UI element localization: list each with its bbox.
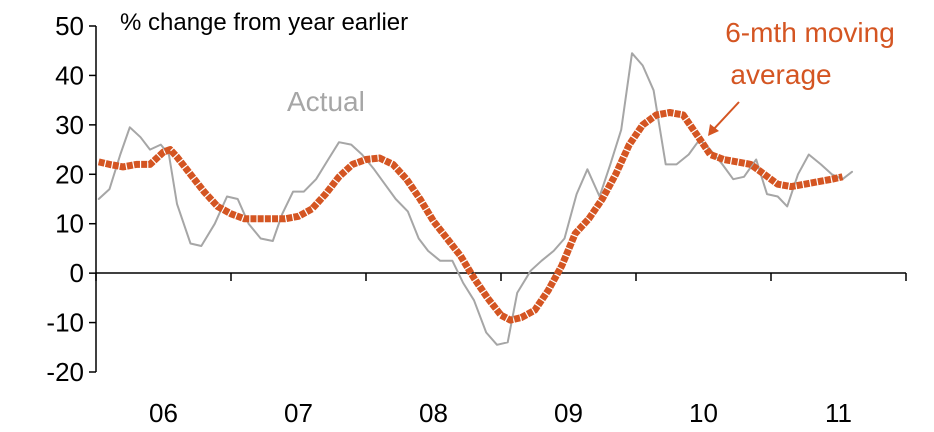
y-tick-label: 20 bbox=[55, 159, 84, 189]
annotation-moving-average-line2: average bbox=[730, 59, 831, 90]
x-tick-label: 10 bbox=[689, 398, 718, 428]
x-tick-label: 06 bbox=[149, 398, 178, 428]
y-tick-label: -20 bbox=[46, 357, 84, 387]
series-lines bbox=[97, 52, 853, 346]
y-tick-label: 30 bbox=[55, 110, 84, 140]
x-tick-label: 08 bbox=[419, 398, 448, 428]
y-tick-label: 50 bbox=[55, 11, 84, 41]
series-line-moving-average bbox=[97, 109, 844, 324]
y-tick-label: -10 bbox=[46, 308, 84, 338]
y-tick-labels: -20 -10 0 10 20 30 40 50 bbox=[46, 11, 84, 387]
x-tick-label: 07 bbox=[284, 398, 313, 428]
annotation-arrow bbox=[708, 101, 740, 136]
y-tick-label: 40 bbox=[55, 60, 84, 90]
y-axis-unit-label: % change from year earlier bbox=[120, 9, 408, 36]
axes bbox=[89, 25, 907, 373]
x-tick-label: 11 bbox=[825, 398, 852, 428]
annotation-moving-average-line1: 6-mth moving bbox=[725, 17, 895, 48]
x-tick-labels: 06 07 08 09 10 11 bbox=[149, 398, 852, 428]
y-tick-label: 0 bbox=[70, 258, 84, 288]
x-tick-label: 09 bbox=[554, 398, 583, 428]
annotation-actual: Actual bbox=[287, 86, 365, 117]
y-tick-label: 10 bbox=[55, 209, 84, 239]
series-line-actual bbox=[97, 52, 853, 346]
